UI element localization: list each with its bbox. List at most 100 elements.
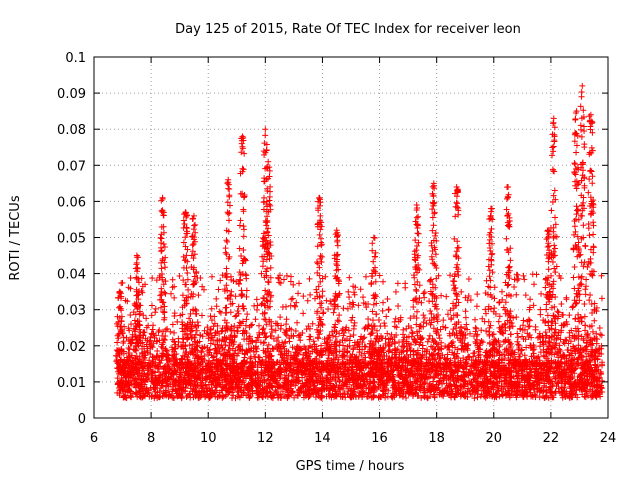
data-point (472, 316, 479, 323)
data-point (483, 328, 490, 335)
data-point (357, 286, 364, 293)
data-point (462, 314, 469, 321)
data-point (171, 310, 178, 317)
data-point (377, 323, 384, 330)
data-point (174, 318, 181, 325)
data-point (471, 395, 478, 402)
data-point (148, 312, 155, 319)
data-point (332, 333, 339, 340)
data-point (152, 305, 159, 312)
data-point (336, 378, 343, 385)
data-point (147, 384, 154, 391)
data-point (360, 294, 367, 301)
data-point (350, 331, 357, 338)
data-point (390, 382, 397, 389)
data-point (466, 330, 473, 337)
data-point (114, 339, 121, 346)
data-point (513, 314, 520, 321)
data-point (288, 296, 295, 303)
data-point (276, 279, 283, 286)
data-point (176, 272, 183, 279)
data-point (361, 350, 368, 357)
data-point (321, 336, 328, 343)
data-point (473, 303, 480, 310)
data-point (152, 309, 159, 316)
data-point (496, 299, 503, 306)
data-point (426, 332, 433, 339)
data-point (198, 312, 205, 319)
data-point (355, 302, 362, 309)
data-point (310, 338, 317, 345)
data-point (375, 317, 382, 324)
data-point (253, 296, 260, 303)
data-point (521, 276, 528, 283)
data-point (220, 393, 227, 400)
data-point (383, 313, 390, 320)
data-point (409, 373, 416, 380)
data-point (532, 323, 539, 330)
data-point (208, 273, 215, 280)
data-point (253, 337, 260, 344)
data-point (421, 294, 428, 301)
data-point (465, 275, 472, 282)
data-point (287, 302, 294, 309)
data-point (596, 324, 603, 331)
data-point (418, 323, 425, 330)
data-point (346, 274, 353, 281)
data-point (345, 366, 352, 373)
data-point (253, 306, 260, 313)
data-point (392, 288, 399, 295)
data-point (169, 276, 176, 283)
data-point (285, 392, 292, 399)
data-point (448, 316, 455, 323)
data-point (463, 321, 470, 328)
data-point (582, 394, 589, 401)
data-point (450, 326, 457, 333)
data-point (296, 280, 303, 287)
data-point (513, 291, 520, 298)
data-point (307, 333, 314, 340)
data-point (536, 394, 543, 401)
data-point (447, 272, 454, 279)
data-point (427, 307, 434, 314)
data-point (207, 313, 214, 320)
data-point (423, 320, 430, 327)
data-point (563, 294, 570, 301)
data-point (168, 375, 175, 382)
data-point (365, 315, 372, 322)
data-point (333, 392, 340, 399)
data-point (566, 312, 573, 319)
data-point (164, 325, 171, 332)
data-point (300, 310, 307, 317)
data-point (307, 291, 314, 298)
data-point (351, 319, 358, 326)
data-point (125, 344, 132, 351)
data-point (466, 377, 473, 384)
data-point (217, 277, 224, 284)
data-point (234, 308, 241, 315)
data-point (443, 293, 450, 300)
data-point (400, 326, 407, 333)
data-point (168, 290, 175, 297)
data-point (328, 300, 335, 307)
data-point (537, 306, 544, 313)
data-points (112, 82, 606, 402)
data-point (351, 386, 358, 393)
data-point (197, 274, 204, 281)
data-point (521, 352, 528, 359)
data-point (436, 335, 443, 342)
data-point (384, 296, 391, 303)
data-point (514, 271, 521, 278)
data-point (325, 305, 332, 312)
data-point (347, 352, 354, 359)
data-point (292, 303, 299, 310)
data-point (297, 337, 304, 344)
data-point (420, 290, 427, 297)
data-point (470, 350, 477, 357)
data-point (207, 393, 214, 400)
data-point (395, 302, 402, 309)
data-point (425, 367, 432, 374)
data-point (400, 344, 407, 351)
data-point (252, 316, 259, 323)
data-point (392, 315, 399, 322)
